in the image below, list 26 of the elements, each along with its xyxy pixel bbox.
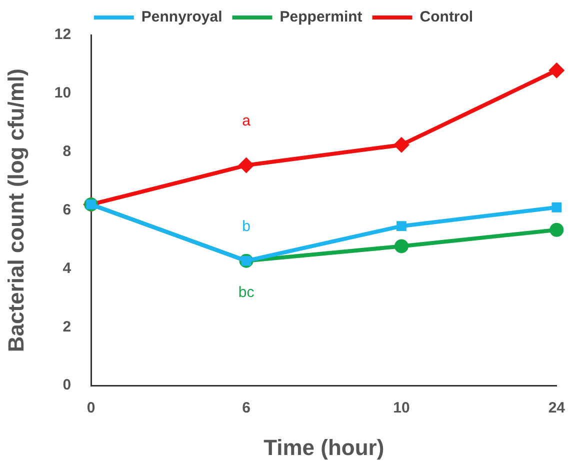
legend-label: Control <box>420 8 474 26</box>
point <box>393 136 410 153</box>
annotation: a <box>242 112 252 130</box>
y-tick-label: 4 <box>62 260 72 277</box>
y-tick-label: 0 <box>62 376 72 394</box>
point <box>552 202 562 212</box>
legend-label: Peppermint <box>280 8 362 26</box>
point <box>238 157 254 174</box>
point <box>396 221 406 232</box>
y-tick-label: 6 <box>62 201 72 218</box>
point <box>550 222 564 237</box>
point <box>394 239 408 254</box>
y-tick-label: 10 <box>54 84 72 102</box>
x-axis-title: Time (hour) <box>264 434 384 460</box>
y-tick-label: 12 <box>54 26 72 44</box>
y-axis-title: Bacterial count (log cfu/ml) <box>3 68 28 352</box>
x-tick-label: 24 <box>548 400 566 417</box>
legend-label: Pennyroyal <box>141 8 222 26</box>
x-tick-label: 10 <box>393 400 410 417</box>
annotation: bc <box>238 284 255 301</box>
x-tick-label: 6 <box>242 400 250 417</box>
y-tick-label: 8 <box>62 143 72 160</box>
point <box>548 62 565 78</box>
y-tick-label: 2 <box>62 318 72 336</box>
annotation: b <box>242 218 250 235</box>
x-tick-label: 0 <box>86 400 96 417</box>
